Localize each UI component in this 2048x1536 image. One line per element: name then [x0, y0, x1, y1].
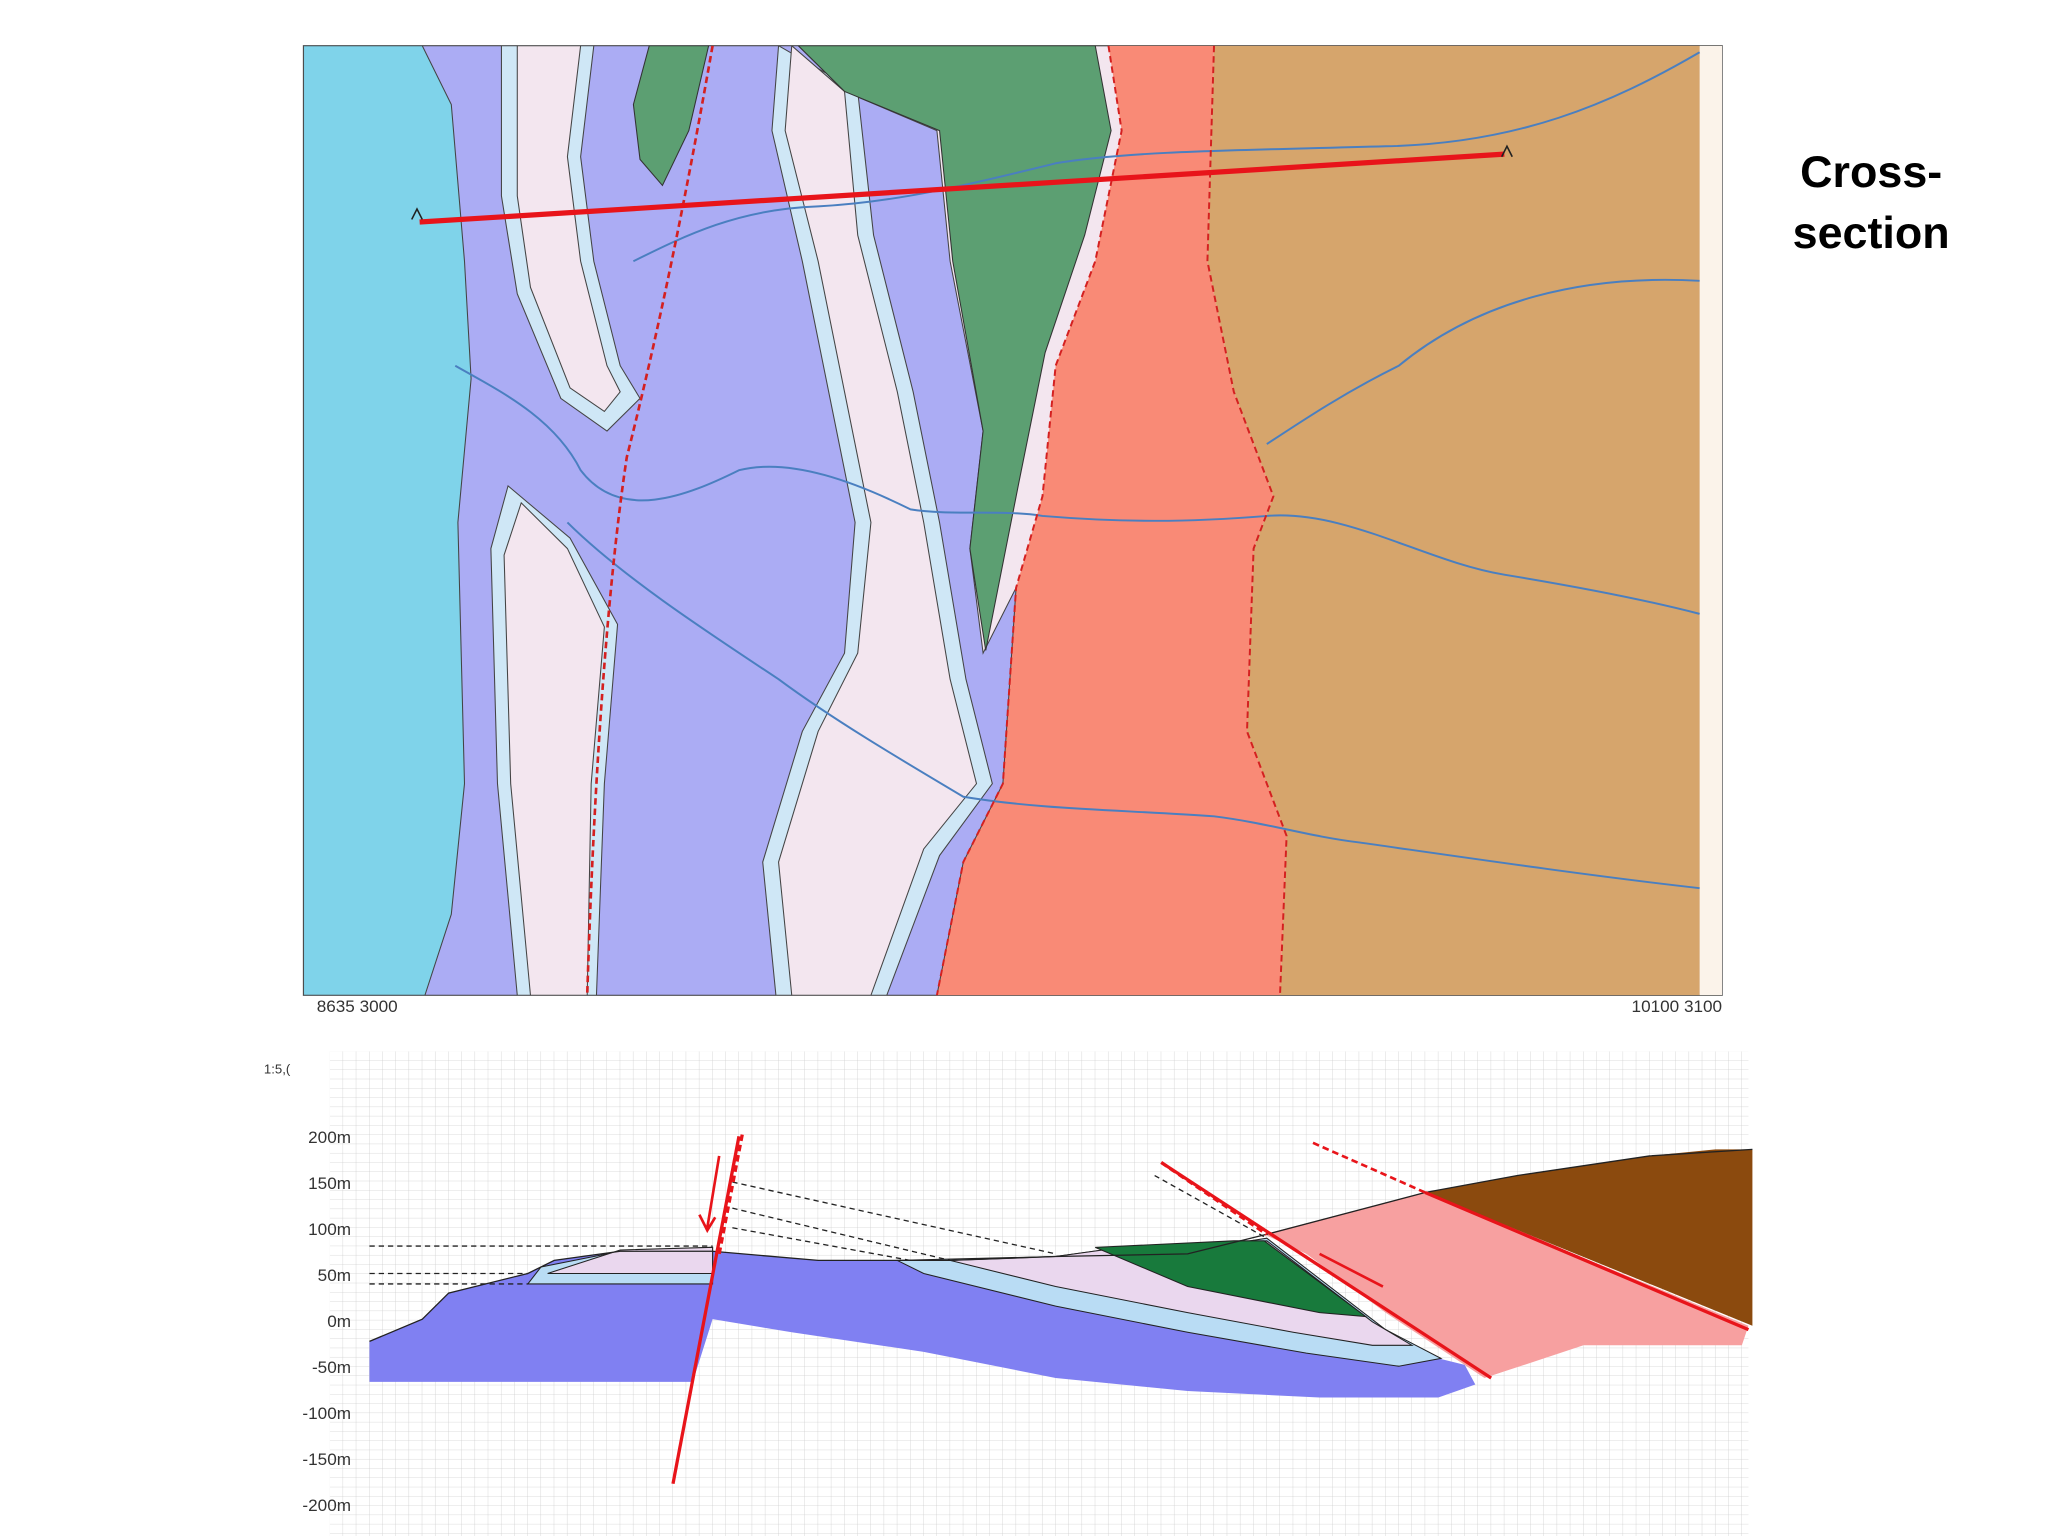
thrust-trace [935, 45, 1123, 996]
thrust-arrow [1318, 1252, 1384, 1288]
depth-label: 0m [327, 1312, 351, 1331]
cyan-unit [303, 45, 472, 996]
brown-layer [1425, 1149, 1753, 1326]
thrust-projected [1160, 1161, 1268, 1236]
depth-label: 100m [308, 1220, 351, 1239]
depth-label: 150m [308, 1174, 351, 1193]
topography [369, 1148, 1753, 1342]
corner-coordinate: 8635 3000 [317, 997, 398, 1016]
stream [454, 364, 1700, 615]
depth-axis: 200m 150m 100m 50m 0m -50m -100m -150m -200m [302, 1128, 351, 1515]
depth-label: -50m [312, 1358, 351, 1377]
pink-layer [547, 1246, 714, 1274]
depth-label: 50m [318, 1266, 351, 1285]
green-unit [632, 45, 710, 187]
green-unit [797, 45, 1112, 651]
projected-contact [732, 1227, 911, 1262]
green-layer [1095, 1240, 1368, 1318]
projected-contact [732, 1207, 951, 1262]
section-end-marker [1500, 144, 1513, 158]
projected-contacts [369, 1174, 1268, 1285]
projected-contact [1154, 1174, 1268, 1239]
tan-unit [1207, 45, 1700, 996]
stream [566, 521, 1700, 890]
depth-label: -100m [302, 1404, 351, 1423]
fault-arrow [698, 1155, 721, 1234]
stream [632, 51, 1701, 263]
section-label: Cross- [1800, 148, 1942, 197]
map-margin [1699, 45, 1723, 996]
scale-label: 1:5,( [264, 1062, 291, 1077]
pink-band [516, 45, 621, 413]
fault-trace [585, 45, 714, 996]
depth-label: -150m [302, 1450, 351, 1469]
depth-label: 200m [308, 1128, 351, 1147]
salmon-layer [1264, 1192, 1749, 1378]
cross-section: 1:5,( 200m 150m 100m 50m 0m -50m -100m -150m -20… [264, 1051, 1753, 1536]
depth-label: -200m [302, 1496, 351, 1515]
thrust-fault [1424, 1190, 1750, 1332]
fault [671, 1136, 741, 1485]
pink-band [503, 501, 605, 996]
cross-section-line [419, 151, 1505, 225]
section-label: section [1793, 209, 1950, 258]
stream [1266, 278, 1700, 445]
pink-band [778, 45, 978, 996]
section-end-marker [411, 207, 423, 220]
geologic-map: 8635 3000 10100 3100 Cross- section [302, 45, 1950, 1016]
corner-coordinate: 10100 3100 [1632, 997, 1723, 1016]
